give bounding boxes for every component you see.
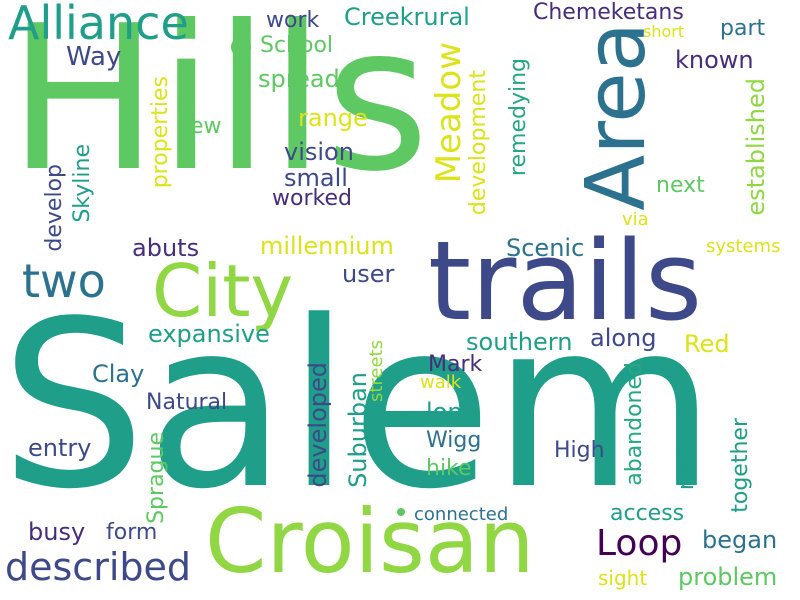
word-established: established	[742, 78, 770, 216]
word-short: short	[643, 22, 685, 41]
word-range: range	[298, 104, 368, 132]
word-together: together	[728, 418, 753, 513]
word-wigg: Wigg	[426, 428, 482, 453]
word-meadow: Meadow	[429, 42, 469, 184]
word-scenic: Scenic	[506, 234, 585, 262]
word-developed: developed	[304, 362, 332, 488]
word-vision: vision	[284, 138, 354, 166]
word-hike: hike	[426, 456, 472, 481]
word-entry: entry	[28, 434, 92, 462]
word-sprague: Sprague	[144, 432, 169, 524]
word-southern: southern	[466, 328, 573, 356]
word-suburban: Suburban	[344, 372, 372, 488]
word-skyline: Skyline	[70, 144, 95, 223]
word-trails: trails	[428, 217, 703, 345]
word-began: began	[702, 526, 778, 554]
word-red: Red	[684, 330, 730, 358]
word-problem: problem	[678, 563, 778, 591]
word-natural: Natural	[146, 390, 228, 415]
word-spread: spread	[258, 65, 340, 93]
word-via: via	[622, 209, 649, 230]
word-hills: Hills	[8, 0, 430, 216]
word-croisan: Croisan	[205, 490, 535, 593]
word-alliance: Alliance	[8, 0, 189, 50]
word-way: Way	[66, 42, 122, 72]
word-expansive: expansive	[148, 320, 270, 348]
word-walk: walk	[420, 372, 462, 393]
word-abandoned: abandoned	[622, 362, 647, 486]
word-new: new	[176, 114, 222, 139]
word-clay: Clay	[92, 360, 145, 388]
word-abuts: abuts	[132, 234, 200, 262]
word-properties: properties	[148, 76, 173, 189]
word-develop: develop	[42, 164, 67, 252]
word-part: part	[720, 16, 766, 41]
word-form: form	[106, 520, 158, 545]
word-chemeketans: Chemeketans	[533, 0, 684, 25]
word-loop: Loop	[596, 523, 683, 564]
word-small: small	[284, 164, 348, 192]
word-work: work	[266, 8, 320, 33]
word-along: along	[590, 324, 657, 352]
dot-mark	[231, 37, 251, 57]
word-user: user	[342, 260, 395, 288]
word-worked: worked	[272, 186, 352, 211]
word-millennium: millennium	[260, 232, 394, 260]
word-described: described	[5, 545, 191, 589]
word-sight: sight	[598, 566, 648, 590]
word-salem: Salem	[0, 273, 717, 540]
word-city: City	[152, 249, 294, 333]
word-two: two	[22, 254, 106, 308]
dot-mark	[397, 508, 405, 516]
word-access: access	[610, 501, 685, 526]
word-route: route	[674, 432, 699, 491]
word-creekrural: Creekrural	[344, 3, 470, 31]
word-remedying: remedying	[506, 58, 531, 177]
word-connected: connected	[414, 504, 509, 525]
word-long: long	[426, 398, 478, 426]
word-next: next	[656, 173, 705, 198]
word-high: High	[554, 438, 605, 463]
word-development: development	[466, 70, 491, 216]
word-school: School	[260, 33, 334, 58]
word-mark: Mark	[428, 352, 483, 377]
word-busy: busy	[28, 518, 86, 546]
word-systems: systems	[706, 236, 781, 257]
word-area: Area	[569, 22, 664, 211]
word-known: known	[675, 46, 754, 74]
